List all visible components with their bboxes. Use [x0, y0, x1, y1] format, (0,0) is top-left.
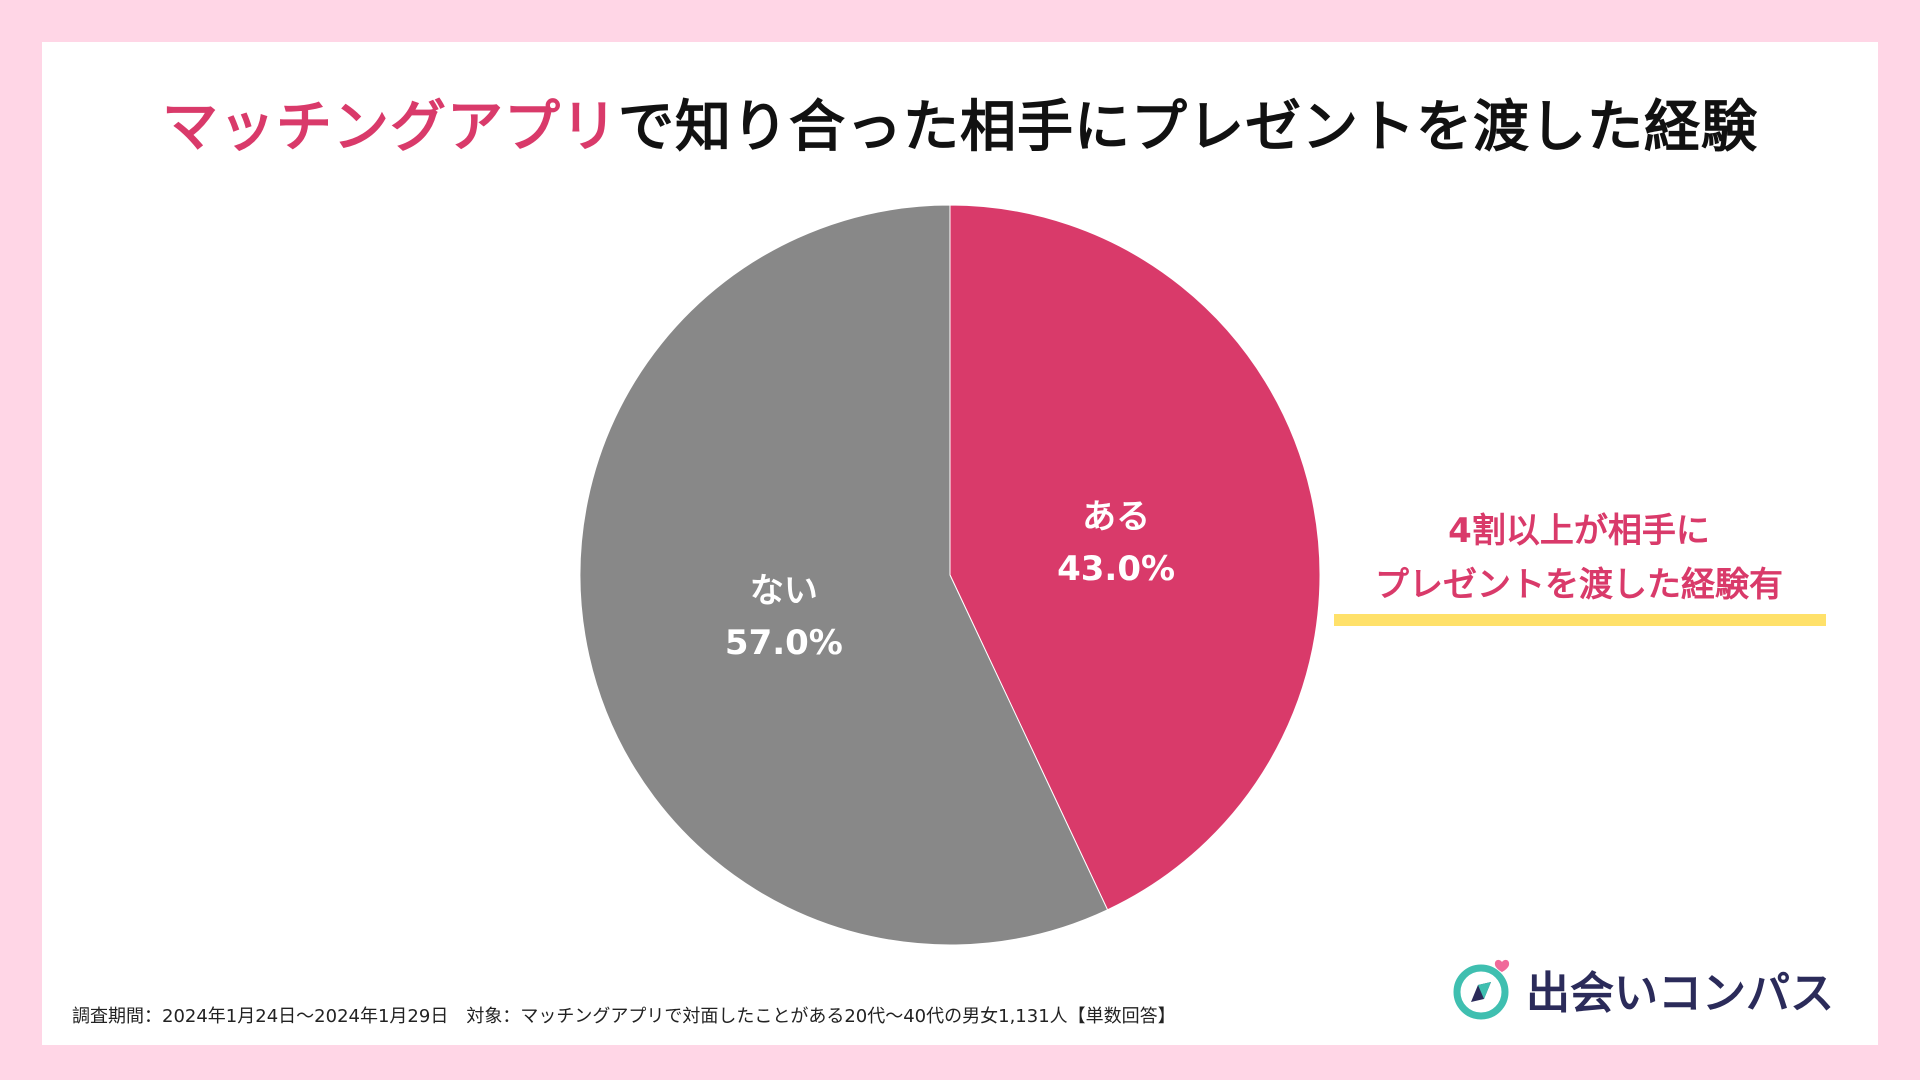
slice-value-aru: 43.0% [1057, 549, 1175, 589]
title-rest: で知り合った相手にプレゼントを渡した経験 [618, 95, 1758, 160]
title-accent: マッチングアプリ [162, 95, 618, 160]
callout-line-1: 4割以上が相手に [1448, 511, 1710, 551]
logo-text: 出会いコンパス [1526, 968, 1834, 1019]
brand-logo: 出会いコンパス [1450, 954, 1834, 1024]
slice-label-nai: ない [750, 571, 818, 611]
callout-text: 4割以上が相手に プレゼントを渡した経験有 [1334, 504, 1824, 612]
chart-card: マッチングアプリで知り合った相手にプレゼントを渡した経験 ある 43.0% ない… [42, 42, 1878, 1045]
pie-chart: ある 43.0% ない 57.0% [579, 204, 1321, 946]
compass-heart-icon [1453, 959, 1510, 1020]
callout-line-2: プレゼントを渡した経験有 [1375, 565, 1783, 605]
slice-label-aru: ある [1082, 497, 1150, 537]
slice-value-nai: 57.0% [725, 623, 843, 663]
pie-slice-aru [949, 204, 1321, 911]
callout-underline [1334, 614, 1826, 626]
chart-title: マッチングアプリで知り合った相手にプレゼントを渡した経験 [42, 82, 1878, 163]
pie-slice-nai [579, 204, 1109, 946]
survey-footnote: 調査期間：2024年1月24日～2024年1月29日 対象：マッチングアプリで対… [72, 1006, 1176, 1027]
